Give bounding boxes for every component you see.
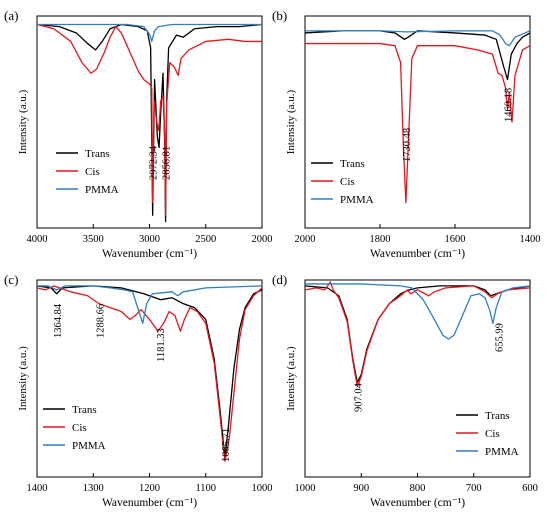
- peak-annotation: 1460.18: [503, 88, 514, 122]
- legend-label: PMMA: [72, 440, 106, 452]
- panel-3: (c) 1400 1300 1200 1100 1000 Wavenumber (cm⁻¹)…: [4, 272, 273, 509]
- series-line-cis: [37, 23, 262, 216]
- legend-label: Trans: [485, 410, 510, 422]
- peak-annotation: 655.99: [495, 323, 506, 352]
- series-line-pmma: [305, 30, 530, 47]
- legend-label: Trans: [72, 404, 97, 416]
- x-axis-label: Wavenumber (cm⁻¹): [102, 497, 197, 509]
- legend-label: PMMA: [485, 446, 519, 458]
- peak-annotation: 1730.48: [402, 128, 413, 162]
- legend-label: Cis: [85, 166, 100, 178]
- peak-annotation: 1288.66: [96, 304, 107, 338]
- series-line-pmma: [305, 283, 530, 340]
- x-tick-label: 1200: [139, 483, 160, 494]
- series-line-cis: [305, 281, 530, 388]
- panel-4: (d) 1000 900 800 700 600 Wavenumber (cm⁻¹) Inte…: [272, 272, 538, 509]
- x-tick-label: 1000: [252, 483, 273, 494]
- x-axis-label: Wavenumber (cm⁻¹): [102, 248, 197, 260]
- x-tick-label: 600: [522, 483, 538, 494]
- series-line-pmma: [37, 285, 262, 324]
- x-tick-label: 2000: [252, 234, 273, 245]
- legend: Trans Cis PMMA: [56, 148, 119, 196]
- series-line-cis: [37, 285, 262, 462]
- legend-label: Cis: [485, 428, 500, 440]
- y-axis-label: Intensity (a.u.): [285, 346, 297, 411]
- peak-annotation: 1364.84: [53, 303, 64, 338]
- panel-label: (d): [272, 272, 287, 287]
- panel-label: (c): [4, 272, 18, 287]
- y-axis-label: Intensity (a.u.): [17, 89, 29, 154]
- panel-1: (a) 4000 3500 3000 2500 2000 Wavenumber (cm⁻¹)…: [4, 8, 273, 260]
- panel-2: (b) 2000 1800 1600 1400 Wavenumber (cm⁻¹) Inte…: [272, 8, 541, 260]
- x-tick-label: 2500: [195, 234, 216, 245]
- legend: Trans Cis PMMA: [456, 410, 519, 458]
- plot-frame: [36, 15, 263, 229]
- peak-annotation: 2972.34: [149, 145, 160, 180]
- x-tick-label: 1600: [445, 234, 466, 245]
- series-line-trans: [37, 285, 262, 458]
- series-line-cis: [305, 42, 530, 204]
- peak-annotation: 1065.71: [221, 428, 232, 462]
- legend-label: Trans: [85, 148, 110, 160]
- plot-frame: [304, 15, 531, 229]
- x-tick-label: 800: [410, 483, 426, 494]
- legend-label: Cis: [340, 176, 355, 188]
- legend-label: Cis: [72, 422, 87, 434]
- series-line-trans: [37, 23, 262, 223]
- x-tick-label: 3000: [139, 234, 160, 245]
- x-axis-label: Wavenumber (cm⁻¹): [370, 248, 465, 260]
- x-axis-label: Wavenumber (cm⁻¹): [370, 497, 465, 509]
- peak-annotation: 2856.81: [162, 146, 173, 180]
- x-tick-label: 1400: [27, 483, 48, 494]
- panel-label: (b): [272, 8, 287, 23]
- series-line-pmma: [37, 23, 262, 43]
- peak-annotation: 1181.33: [156, 328, 167, 362]
- x-tick-label: 1100: [195, 483, 216, 494]
- legend-label: Trans: [340, 158, 365, 170]
- panel-label: (a): [4, 8, 18, 23]
- x-tick-label: 3500: [83, 234, 104, 245]
- x-tick-label: 900: [353, 483, 369, 494]
- y-axis-label: Intensity (a.u.): [285, 89, 297, 154]
- x-tick-label: 4000: [27, 234, 48, 245]
- x-tick-label: 1300: [83, 483, 104, 494]
- x-tick-label: 1000: [295, 483, 316, 494]
- y-axis-label: Intensity (a.u.): [17, 346, 29, 411]
- x-tick-label: 1400: [520, 234, 541, 245]
- peak-annotation: 907.04: [353, 382, 364, 412]
- legend: Trans Cis PMMA: [43, 404, 106, 452]
- legend-label: PMMA: [340, 194, 374, 206]
- series-line-trans: [305, 30, 530, 81]
- legend: Trans Cis PMMA: [311, 158, 374, 206]
- legend-label: PMMA: [85, 184, 119, 196]
- x-tick-label: 1800: [370, 234, 391, 245]
- x-tick-label: 700: [466, 483, 482, 494]
- x-tick-label: 2000: [295, 234, 316, 245]
